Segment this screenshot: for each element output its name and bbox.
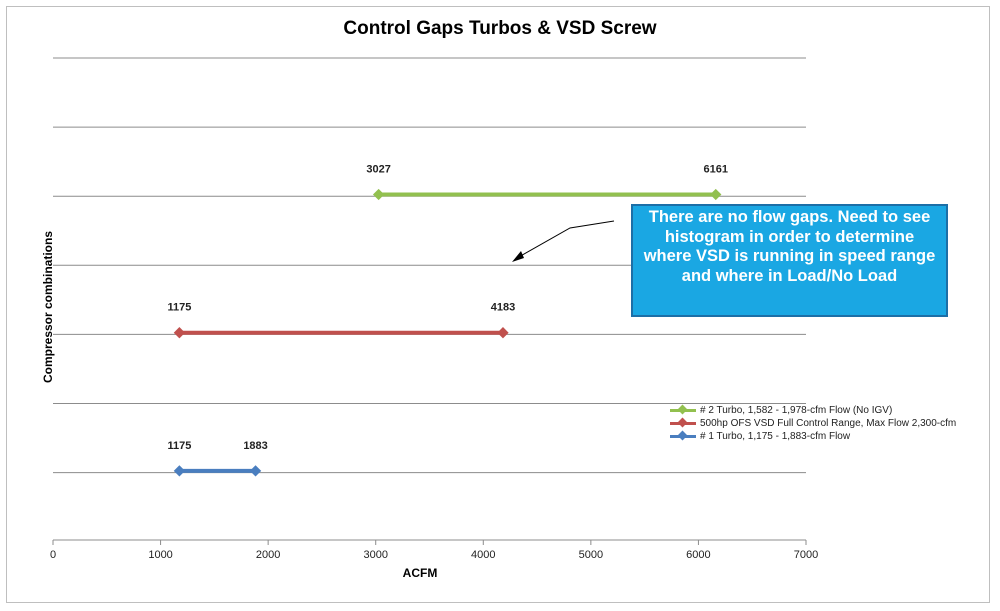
data-label: 1883 [243,440,267,452]
data-label: 6161 [704,164,728,176]
legend-label: # 1 Turbo, 1,175 - 1,883-cfm Flow [700,431,851,442]
x-tick-label: 0 [50,549,56,561]
legend-item: # 2 Turbo, 1,582 - 1,978-cfm Flow (No IG… [668,404,968,417]
series-point [249,465,262,477]
legend-item: # 1 Turbo, 1,175 - 1,883-cfm Flow [668,430,968,443]
x-axis-label: ACFM [402,566,438,580]
legend-swatch [670,404,696,415]
x-tick-label: 3000 [363,549,387,561]
x-tick-label: 1000 [148,549,172,561]
series-point [372,188,385,201]
series-point [173,465,186,477]
callout-arrowhead [512,251,524,262]
legend-item: 500hp OFS VSD Full Control Range, Max Fl… [668,417,968,430]
series-point [173,327,186,339]
data-label: 1175 [167,302,191,314]
x-tick-label: 2000 [256,549,280,561]
callout-annotation: There are no flow gaps. Need to see hist… [631,204,948,317]
x-tick-label: 7000 [794,549,818,561]
callout-leader-line [516,220,615,259]
legend-swatch [670,417,696,428]
data-label: 3027 [366,164,390,176]
x-tick-label: 4000 [471,549,495,561]
series-point [497,327,509,339]
y-axis-label: Compressor combinations [41,230,55,384]
series-point [710,188,722,201]
legend-swatch [670,430,696,441]
x-tick-label: 5000 [579,549,603,561]
chart-title: Control Gaps Turbos & VSD Screw [343,18,657,39]
data-label: 4183 [491,302,515,314]
legend-label: 500hp OFS VSD Full Control Range, Max Fl… [700,418,957,429]
legend: # 2 Turbo, 1,582 - 1,978-cfm Flow (No IG… [668,404,968,443]
x-tick-label: 6000 [686,549,710,561]
data-label: 1175 [167,440,191,452]
legend-label: # 2 Turbo, 1,582 - 1,978-cfm Flow (No IG… [700,405,893,416]
